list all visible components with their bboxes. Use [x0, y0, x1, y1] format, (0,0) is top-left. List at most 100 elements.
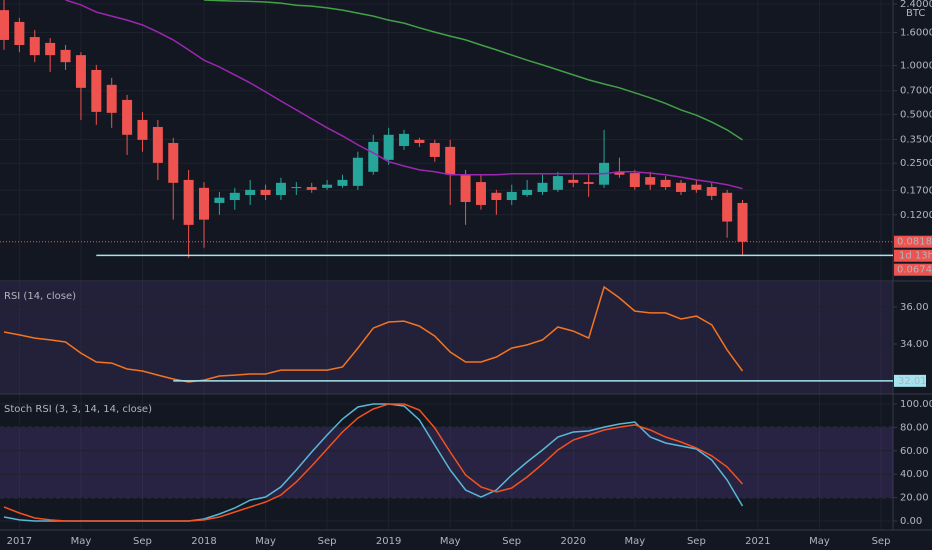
x-tick-label: 2018 — [191, 536, 216, 547]
countdown-label: 1d 13h — [899, 251, 932, 262]
x-tick-label: May — [809, 536, 830, 547]
candle-body — [737, 202, 748, 242]
candle-body — [14, 21, 25, 45]
candle-body — [552, 176, 563, 190]
candle-body — [60, 49, 71, 63]
candle-body — [29, 37, 40, 56]
candle-body — [275, 182, 286, 195]
x-tick-label: Sep — [872, 536, 891, 547]
candle-body — [260, 189, 271, 195]
x-tick-label: 2017 — [7, 536, 32, 547]
countdown-box — [894, 249, 932, 262]
x-tick-label: Sep — [687, 536, 706, 547]
x-tick-label: May — [624, 536, 645, 547]
candle-body — [645, 177, 656, 185]
candle-body — [75, 55, 86, 88]
last-price-box — [894, 235, 932, 248]
y-tick-label: 36.00 — [900, 302, 929, 313]
indicator-line — [203, 0, 743, 141]
candle-body — [337, 179, 348, 186]
candle-body — [322, 184, 333, 188]
candle-body — [491, 192, 502, 201]
x-tick-label: Sep — [133, 536, 152, 547]
y-tick-label: 1.60000 — [900, 28, 932, 39]
last-price-label: 0.08183 — [897, 237, 932, 248]
candle-body — [614, 171, 625, 175]
pane-title: Stoch RSI (3, 3, 14, 14, close) — [4, 404, 152, 415]
y-tick-label: 60.00 — [900, 446, 929, 457]
candle-body — [660, 179, 671, 188]
x-tick-label: 2021 — [745, 536, 770, 547]
x-tick-label: May — [440, 536, 461, 547]
candle-body — [152, 126, 163, 163]
y-tick-label: 100.00 — [900, 399, 932, 410]
candle-body — [106, 84, 117, 113]
candle-body — [475, 182, 486, 205]
indicator-line — [3, 285, 744, 383]
candle-body — [0, 10, 9, 40]
candle-body — [168, 142, 179, 183]
candle-body — [291, 187, 302, 189]
x-tick-label: May — [255, 536, 276, 547]
x-tick-label: Sep — [502, 536, 521, 547]
band-fill — [0, 427, 893, 498]
candle-body — [229, 192, 240, 201]
y-tick-label: 2.40000 — [900, 0, 932, 10]
indicator-line — [3, 403, 744, 522]
x-tick-label: 2020 — [561, 536, 586, 547]
x-tick-label: 2019 — [376, 536, 401, 547]
y-tick-label: 34.00 — [900, 339, 929, 350]
y-tick-label: 0.00 — [900, 516, 922, 527]
candle-body — [537, 182, 548, 192]
candle-body — [706, 187, 717, 196]
candle-body — [429, 142, 440, 157]
candle-body — [399, 133, 410, 146]
candle-body — [722, 192, 733, 222]
candle-body — [183, 179, 194, 225]
support-price-label: 0.06741 — [897, 265, 932, 276]
pane-title: RSI (14, close) — [4, 291, 76, 302]
unit-label: BTC — [906, 8, 925, 19]
candle-body — [522, 189, 533, 195]
candle-body — [245, 189, 256, 195]
candle-body — [568, 179, 579, 183]
candle-body — [445, 146, 456, 175]
candle-body — [214, 197, 225, 203]
candle-body — [368, 141, 379, 172]
candle-body — [122, 99, 133, 135]
candle-body — [137, 119, 148, 140]
candle-body — [583, 182, 594, 184]
candle-body — [629, 173, 640, 188]
y-tick-label: 20.00 — [900, 493, 929, 504]
level-box — [894, 374, 926, 387]
candle-body — [675, 182, 686, 192]
candle-body — [352, 157, 363, 186]
candle-body — [506, 191, 517, 201]
candle-body — [199, 187, 210, 220]
candle-body — [91, 69, 102, 112]
x-tick-label: Sep — [318, 536, 337, 547]
candle-body — [414, 139, 425, 143]
rsi-background — [0, 282, 893, 394]
support-price-box — [894, 263, 932, 276]
y-tick-label: 40.00 — [900, 469, 929, 480]
candle-body — [383, 134, 394, 160]
indicator-line — [65, 0, 743, 190]
candle-body — [460, 174, 471, 202]
candle-body — [45, 42, 56, 56]
level-label: 32.01 — [898, 376, 927, 387]
y-tick-label: 80.00 — [900, 422, 929, 433]
x-tick-label: May — [71, 536, 92, 547]
candle-body — [691, 184, 702, 190]
candle-body — [306, 187, 317, 190]
